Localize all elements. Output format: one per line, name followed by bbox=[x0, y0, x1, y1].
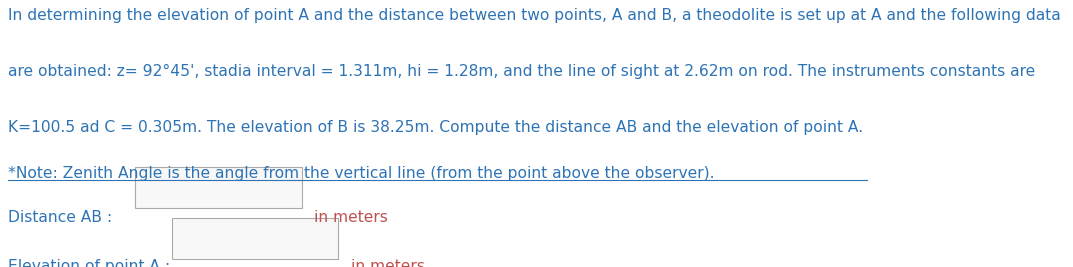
Text: in meters: in meters bbox=[351, 259, 425, 267]
Text: K=100.5 ad C = 0.305m. The elevation of B is 38.25m. Compute the distance AB and: K=100.5 ad C = 0.305m. The elevation of … bbox=[8, 120, 863, 135]
Text: are obtained: z= 92°45', stadia interval = 1.311m, hi = 1.28m, and the line of s: are obtained: z= 92°45', stadia interval… bbox=[8, 64, 1034, 79]
Text: Elevation of point A :: Elevation of point A : bbox=[8, 259, 170, 267]
FancyBboxPatch shape bbox=[172, 218, 338, 259]
FancyBboxPatch shape bbox=[135, 167, 302, 208]
Text: In determining the elevation of point A and the distance between two points, A a: In determining the elevation of point A … bbox=[8, 8, 1060, 23]
Text: in meters: in meters bbox=[314, 210, 388, 225]
Text: *Note: Zenith Angle is the angle from the vertical line (from the point above th: *Note: Zenith Angle is the angle from th… bbox=[8, 166, 714, 180]
Text: Distance AB :: Distance AB : bbox=[8, 210, 112, 225]
